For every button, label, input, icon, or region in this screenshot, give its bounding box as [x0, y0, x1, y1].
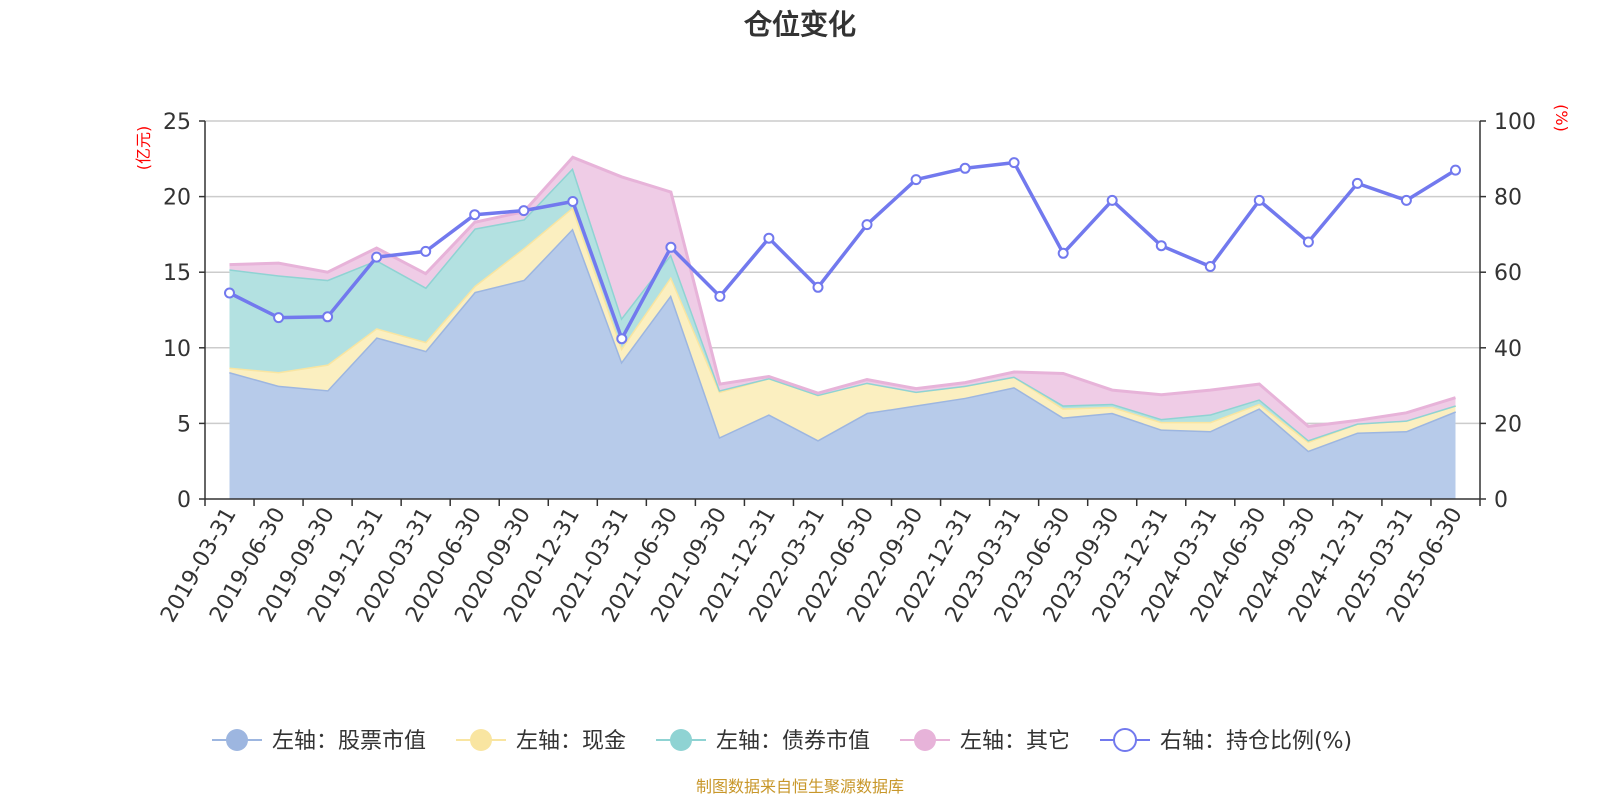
right-axis-unit: (%) [1552, 104, 1571, 132]
right-tick-label: 60 [1494, 261, 1522, 286]
legend-label: 左轴：其它 [960, 729, 1070, 754]
ratio-line [228, 160, 1457, 341]
left-axis-ticks: 0 5 10 15 20 25 [163, 110, 205, 513]
ratio-point[interactable] [861, 219, 873, 231]
left-tick-label: 0 [177, 488, 191, 513]
ratio-point[interactable] [812, 281, 824, 293]
area-左轴：现金 [229, 207, 1456, 451]
legend-item[interactable]: 左轴：债券市值 [656, 729, 870, 754]
area-左轴：债券市值 [229, 167, 1456, 442]
ratio-point[interactable] [1204, 261, 1216, 272]
chart-title: 仓位变化 [744, 8, 856, 41]
legend-marker [914, 729, 936, 751]
ratio-point[interactable] [1106, 194, 1118, 206]
ratio-point[interactable] [1450, 164, 1461, 176]
ratio-point[interactable] [763, 232, 775, 244]
legend-marker [226, 729, 248, 751]
left-tick-label: 5 [177, 412, 191, 437]
legend-item[interactable]: 左轴：股票市值 [212, 729, 426, 754]
legend-label: 左轴：股票市值 [272, 729, 426, 754]
left-tick-label: 15 [163, 261, 191, 286]
ratio-point[interactable] [665, 241, 677, 253]
area-series [229, 155, 1457, 499]
ratio-point[interactable] [1351, 177, 1363, 189]
ratio-point[interactable] [420, 245, 432, 257]
ratio-point[interactable] [1155, 240, 1167, 252]
ratio-line-series [224, 157, 1461, 345]
ratio-point[interactable] [1008, 157, 1020, 169]
area-edge-左轴：其它 [229, 155, 1456, 428]
ratio-point[interactable] [322, 311, 334, 323]
x-axis-ticks: 2019-03-312019-06-302019-09-302019-12-31… [156, 499, 1481, 627]
legend-marker [670, 729, 692, 751]
right-tick-label: 40 [1494, 337, 1522, 362]
ratio-point[interactable] [1400, 194, 1412, 206]
legend: 左轴：股票市值 左轴：现金 左轴：债券市值 左轴：其它 右轴：持仓比例(%) [212, 728, 1352, 754]
ratio-point[interactable] [910, 174, 922, 186]
legend-marker [470, 729, 492, 751]
ratio-point[interactable] [567, 196, 579, 207]
ratio-point[interactable] [371, 251, 383, 263]
legend-label: 左轴：现金 [516, 729, 626, 754]
right-tick-label: 80 [1494, 186, 1522, 211]
legend-label: 左轴：债券市值 [716, 729, 870, 754]
ratio-point[interactable] [224, 287, 235, 299]
data-source-note: 制图数据来自恒生聚源数据库 [696, 777, 904, 796]
ratio-point[interactable] [518, 205, 530, 217]
ratio-point[interactable] [714, 290, 726, 302]
ratio-point[interactable] [1302, 236, 1314, 248]
right-axis-ticks: 0 20 40 60 80 100 [1480, 110, 1536, 513]
legend-label: 右轴：持仓比例(%) [1160, 729, 1352, 754]
left-tick-label: 25 [163, 110, 191, 135]
right-tick-label: 20 [1494, 412, 1522, 437]
area-左轴：股票市值 [229, 228, 1456, 499]
legend-marker [1113, 728, 1137, 752]
ratio-point[interactable] [1253, 194, 1265, 206]
ratio-point[interactable] [1057, 247, 1069, 259]
left-tick-label: 10 [163, 337, 191, 362]
left-tick-label: 20 [163, 186, 191, 211]
legend-item[interactable]: 右轴：持仓比例(%) [1100, 728, 1352, 754]
ratio-point[interactable] [616, 333, 628, 345]
legend-item[interactable]: 左轴：现金 [456, 729, 626, 754]
right-tick-label: 100 [1494, 110, 1536, 135]
ratio-point[interactable] [469, 209, 481, 221]
left-axis-unit: (亿元) [134, 126, 153, 171]
legend-item[interactable]: 左轴：其它 [900, 729, 1070, 754]
ratio-point[interactable] [959, 162, 971, 174]
right-tick-label: 0 [1494, 488, 1508, 513]
ratio-point[interactable] [273, 312, 285, 324]
